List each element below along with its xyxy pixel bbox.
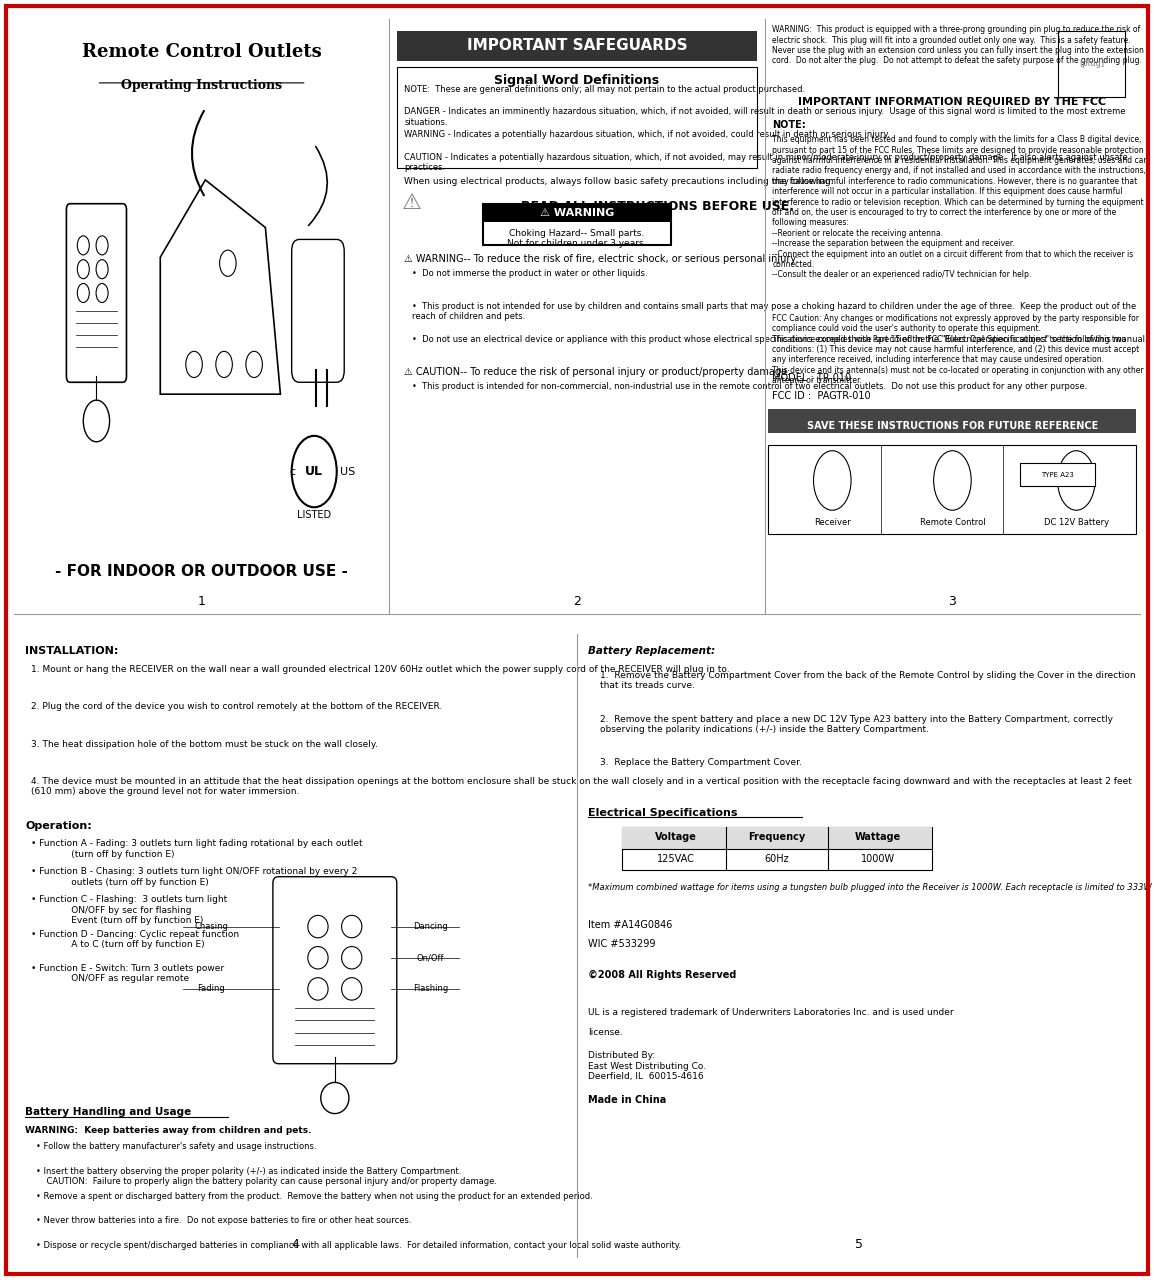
FancyBboxPatch shape — [484, 204, 670, 246]
Text: NOTE:: NOTE: — [772, 120, 805, 131]
Text: • Function E - Switch: Turn 3 outlets power
              ON/OFF as regular remo: • Function E - Switch: Turn 3 outlets po… — [31, 964, 224, 983]
FancyBboxPatch shape — [484, 205, 670, 221]
Text: ⚠ CAUTION-- To reduce the risk of personal injury or product/property damage:: ⚠ CAUTION-- To reduce the risk of person… — [404, 367, 790, 378]
Text: TYPE A23: TYPE A23 — [1041, 471, 1074, 477]
Text: Choking Hazard-- Small parts.
Not for children under 3 years.: Choking Hazard-- Small parts. Not for ch… — [508, 229, 646, 248]
Text: WARNING:  This product is equipped with a three-prong grounding pin plug to redu: WARNING: This product is equipped with a… — [772, 26, 1144, 65]
Text: • Dispose or recycle spent/discharged batteries in compliance with all applicabl: • Dispose or recycle spent/discharged ba… — [37, 1242, 682, 1251]
Text: DANGER - Indicates an imminently hazardous situation, which, if not avoided, wil: DANGER - Indicates an imminently hazardo… — [404, 108, 1126, 127]
Text: Remote Control: Remote Control — [920, 518, 986, 527]
Text: Made in China: Made in China — [589, 1094, 667, 1105]
Text: Flashing: Flashing — [413, 984, 448, 993]
Text: *Maximum combined wattage for items using a tungsten bulb plugged into the Recei: *Maximum combined wattage for items usin… — [589, 883, 1152, 892]
Text: ⚠: ⚠ — [402, 193, 422, 212]
Text: FCC Caution: Any changes or modifications not expressly approved by the party re: FCC Caution: Any changes or modification… — [772, 314, 1144, 385]
Text: 1: 1 — [197, 595, 205, 608]
Text: - FOR INDOOR OR OUTDOOR USE -: - FOR INDOOR OR OUTDOOR USE - — [55, 563, 349, 579]
Text: 60Hz: 60Hz — [765, 854, 789, 864]
Text: Item #A14G0846: Item #A14G0846 — [589, 920, 673, 931]
Text: Electrical Specifications: Electrical Specifications — [589, 808, 737, 818]
FancyBboxPatch shape — [397, 67, 757, 168]
Text: ⚠ WARNING-- To reduce the risk of fire, electric shock, or serious personal inju: ⚠ WARNING-- To reduce the risk of fire, … — [404, 255, 799, 264]
Text: • Remove a spent or discharged battery from the product.  Remove the battery whe: • Remove a spent or discharged battery f… — [37, 1192, 593, 1201]
Text: LISTED: LISTED — [297, 511, 331, 520]
Text: Operating Instructions: Operating Instructions — [121, 79, 282, 92]
Text: When using electrical products, always follow basic safety precautions including: When using electrical products, always f… — [404, 177, 834, 186]
Text: Voltage: Voltage — [654, 832, 697, 842]
Text: On/Off: On/Off — [417, 954, 444, 963]
Text: Operation:: Operation: — [25, 820, 92, 831]
Text: 1000W: 1000W — [861, 854, 896, 864]
Text: • Insert the battery observing the proper polarity (+/-) as indicated inside the: • Insert the battery observing the prope… — [37, 1166, 497, 1187]
Text: •  Do not immerse the product in water or other liquids.: • Do not immerse the product in water or… — [412, 269, 647, 278]
FancyBboxPatch shape — [1057, 31, 1125, 96]
FancyBboxPatch shape — [622, 827, 931, 849]
Text: • Never throw batteries into a fire.  Do not expose batteries to fire or other h: • Never throw batteries into a fire. Do … — [37, 1216, 412, 1225]
Text: Frequency: Frequency — [748, 832, 805, 842]
Text: WARNING - Indicates a potentially hazardous situation, which, if not avoided, co: WARNING - Indicates a potentially hazard… — [404, 129, 890, 140]
Text: •  This product is not intended for use by children and contains small parts tha: • This product is not intended for use b… — [412, 302, 1136, 321]
FancyBboxPatch shape — [622, 827, 931, 870]
Text: Receiver: Receiver — [814, 518, 850, 527]
Text: IMPORTANT INFORMATION REQUIRED BY THE FCC: IMPORTANT INFORMATION REQUIRED BY THE FC… — [799, 96, 1107, 106]
Text: FCC ID :  PAGTR-010: FCC ID : PAGTR-010 — [772, 392, 871, 401]
Text: This equipment has been tested and found to comply with the limits for a Class B: This equipment has been tested and found… — [772, 136, 1148, 279]
Text: 125VAC: 125VAC — [657, 854, 695, 864]
Text: •  This product is intended for non-commercial, non-industrial use in the remote: • This product is intended for non-comme… — [412, 383, 1087, 392]
Text: Battery Handling and Usage: Battery Handling and Usage — [25, 1107, 192, 1117]
Text: 2: 2 — [574, 595, 580, 608]
FancyBboxPatch shape — [272, 877, 397, 1064]
Text: Battery Replacement:: Battery Replacement: — [589, 646, 715, 657]
FancyBboxPatch shape — [292, 239, 344, 383]
Text: Chasing: Chasing — [194, 922, 227, 931]
Text: Remote Control Outlets: Remote Control Outlets — [82, 44, 322, 61]
Text: CAUTION - Indicates a potentially hazardous situation, which, if not avoided, ma: CAUTION - Indicates a potentially hazard… — [404, 152, 1129, 172]
FancyBboxPatch shape — [769, 410, 1137, 433]
Text: • Function C - Flashing:  3 outlets turn light
              ON/OFF by sec for f: • Function C - Flashing: 3 outlets turn … — [31, 896, 227, 925]
Text: 2. Plug the cord of the device you wish to control remotely at the bottom of the: 2. Plug the cord of the device you wish … — [31, 703, 442, 712]
Text: NOTE:  These are general definitions only; all may not pertain to the actual pro: NOTE: These are general definitions only… — [404, 84, 805, 93]
Text: •  Do not use an electrical device or appliance with this product whose electric: • Do not use an electrical device or app… — [412, 334, 1147, 343]
Text: READ ALL INSTRUCTIONS BEFORE USE.: READ ALL INSTRUCTIONS BEFORE USE. — [520, 200, 794, 214]
Text: ⚠ WARNING: ⚠ WARNING — [540, 207, 614, 218]
Text: • Function D - Dancing: Cyclic repeat function
              A to C (turn off by: • Function D - Dancing: Cyclic repeat fu… — [31, 929, 239, 948]
Text: INSTALLATION:: INSTALLATION: — [25, 646, 119, 657]
Text: DC 12V Battery: DC 12V Battery — [1043, 518, 1109, 527]
Text: Signal Word Definitions: Signal Word Definitions — [494, 74, 660, 87]
Text: UL: UL — [305, 465, 323, 477]
Text: [plug]: [plug] — [1079, 59, 1104, 68]
Text: • Function B - Chasing: 3 outlets turn light ON/OFF rotational by every 2
      : • Function B - Chasing: 3 outlets turn l… — [31, 868, 357, 887]
Text: ©2008 All Rights Reserved: ©2008 All Rights Reserved — [589, 970, 736, 980]
FancyBboxPatch shape — [1020, 462, 1095, 486]
Text: IMPORTANT SAFEGUARDS: IMPORTANT SAFEGUARDS — [466, 38, 688, 52]
Text: c: c — [290, 466, 295, 476]
Text: 3: 3 — [949, 595, 957, 608]
FancyBboxPatch shape — [397, 31, 757, 61]
Text: US: US — [340, 466, 355, 476]
Text: 5: 5 — [855, 1238, 862, 1251]
Text: Distributed By:
East West Distributing Co.
Deerfield, IL  60015-4616: Distributed By: East West Distributing C… — [589, 1051, 706, 1082]
Text: Fading: Fading — [197, 984, 225, 993]
Text: 1.  Remove the Battery Compartment Cover from the back of the Remote Control by : 1. Remove the Battery Compartment Cover … — [600, 671, 1136, 690]
FancyBboxPatch shape — [769, 444, 1137, 534]
Text: MODEL : TR-010: MODEL : TR-010 — [772, 374, 852, 383]
Text: • Function A - Fading: 3 outlets turn light fading rotational by each outlet
   : • Function A - Fading: 3 outlets turn li… — [31, 840, 362, 859]
Text: Wattage: Wattage — [855, 832, 901, 842]
Text: Dancing: Dancing — [413, 922, 448, 931]
Text: WARNING:  Keep batteries away from children and pets.: WARNING: Keep batteries away from childr… — [25, 1126, 312, 1135]
Text: 4: 4 — [292, 1238, 299, 1251]
Text: 3.  Replace the Battery Compartment Cover.: 3. Replace the Battery Compartment Cover… — [600, 758, 801, 767]
Text: WIC #533299: WIC #533299 — [589, 940, 655, 948]
Text: 4. The device must be mounted in an attitude that the heat dissipation openings : 4. The device must be mounted in an atti… — [31, 777, 1132, 796]
Text: SAVE THESE INSTRUCTIONS FOR FUTURE REFERENCE: SAVE THESE INSTRUCTIONS FOR FUTURE REFER… — [807, 421, 1099, 431]
Text: UL is a registered trademark of Underwriters Laboratories Inc. and is used under: UL is a registered trademark of Underwri… — [589, 1007, 954, 1037]
Text: • Follow the battery manufacturer's safety and usage instructions.: • Follow the battery manufacturer's safe… — [37, 1142, 317, 1151]
Text: 1. Mount or hang the RECEIVER on the wall near a wall grounded electrical 120V 6: 1. Mount or hang the RECEIVER on the wal… — [31, 664, 729, 673]
FancyBboxPatch shape — [67, 204, 127, 383]
Text: 2.  Remove the spent battery and place a new DC 12V Type A23 battery into the Ba: 2. Remove the spent battery and place a … — [600, 714, 1112, 733]
Text: 3. The heat dissipation hole of the bottom must be stuck on the wall closely.: 3. The heat dissipation hole of the bott… — [31, 740, 377, 749]
